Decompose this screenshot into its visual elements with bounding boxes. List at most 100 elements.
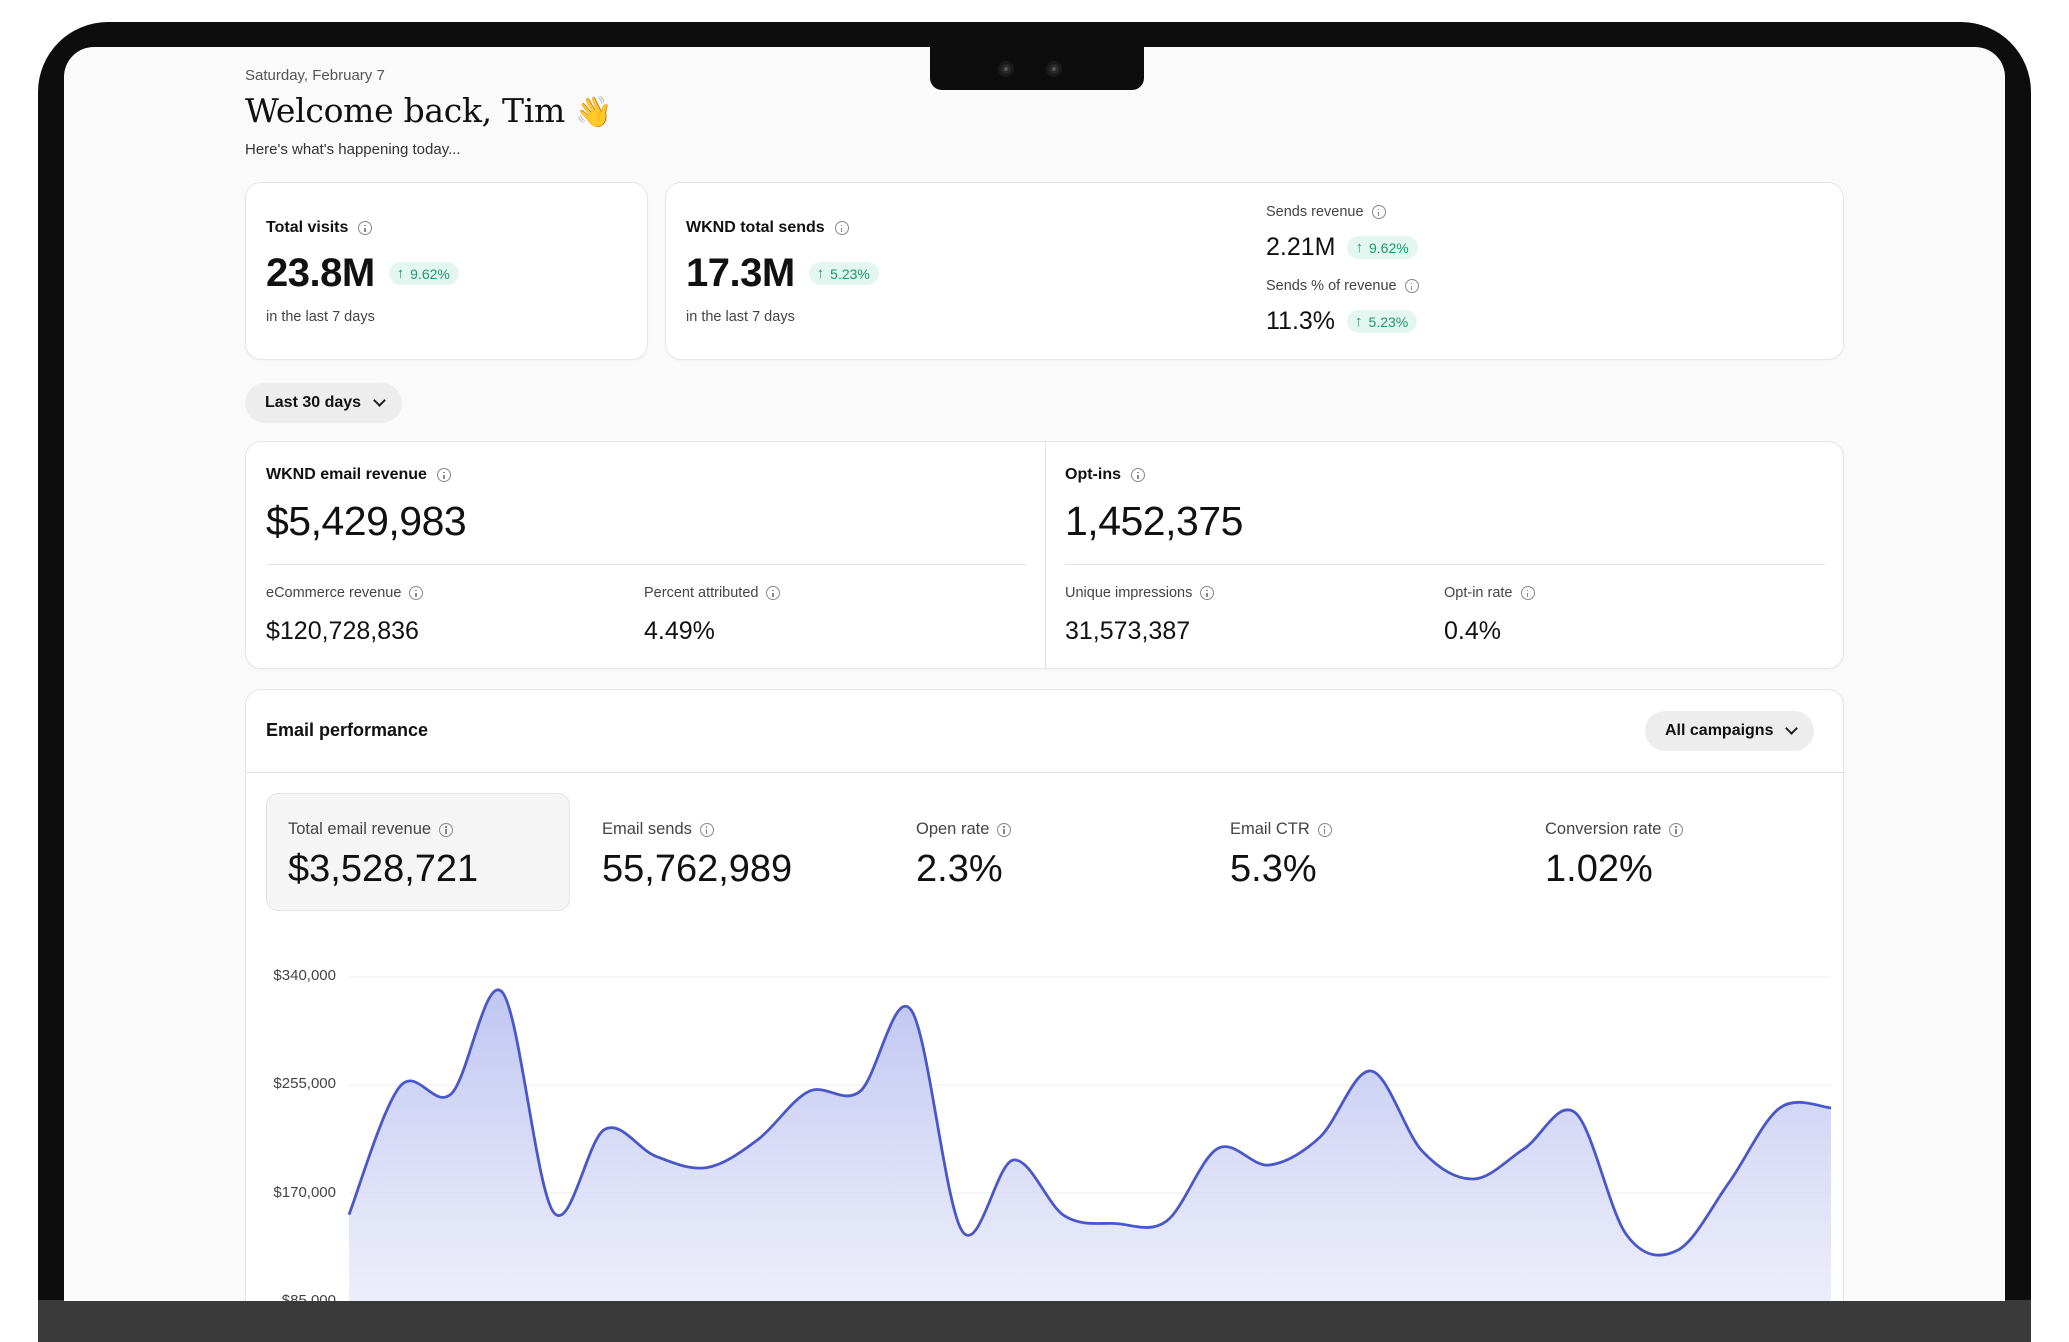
y-tick-label: $255,000 [273, 1075, 336, 1092]
info-icon[interactable] [1404, 279, 1419, 293]
data-point[interactable] [445, 1088, 457, 1100]
data-point[interactable] [701, 1162, 713, 1174]
y-tick-label: $340,000 [273, 967, 336, 984]
arrow-up-icon: ↑ [396, 265, 405, 282]
date-range-label: Last 30 days [265, 394, 362, 411]
info-icon[interactable] [997, 822, 1012, 837]
data-point[interactable] [1672, 1244, 1684, 1256]
area-fill [349, 989, 1831, 1301]
campaign-filter-dropdown[interactable]: All campaigns [1645, 711, 1815, 751]
data-point[interactable] [1110, 1217, 1122, 1229]
total-visits-label: Total visits [266, 219, 373, 237]
optin-rate-value: 0.4% [1444, 617, 1501, 645]
data-point[interactable] [496, 986, 508, 998]
unique-impressions-value: 31,573,387 [1065, 617, 1191, 645]
data-point[interactable] [650, 1150, 662, 1162]
sends-pct-value: 11.3% [1266, 307, 1336, 335]
info-icon[interactable] [1371, 205, 1386, 219]
divider [1065, 564, 1825, 565]
email-revenue-label: WKND email revenue [266, 466, 451, 484]
optin-rate-label: Opt-in rate [1444, 585, 1535, 601]
stat-value: 5.3% [1230, 848, 1317, 890]
date-text: Saturday, February 7 [245, 67, 385, 84]
info-icon[interactable] [358, 221, 373, 235]
sends-revenue-label: Sends revenue [1266, 204, 1386, 220]
info-icon[interactable] [436, 468, 451, 482]
stat-value: $3,528,721 [288, 848, 479, 890]
data-point[interactable] [1723, 1177, 1735, 1189]
wknd-sends-caption: in the last 7 days [686, 309, 795, 325]
y-tick-label: $85,000 [281, 1292, 336, 1301]
data-point[interactable] [1007, 1154, 1019, 1166]
data-point[interactable] [1365, 1065, 1377, 1077]
stat-label: Conversion rate [1545, 820, 1684, 839]
optins-label: Opt-ins [1065, 466, 1145, 484]
ecommerce-revenue-label: eCommerce revenue [266, 585, 424, 601]
wave-icon: 👋 [575, 95, 613, 130]
data-point[interactable] [1058, 1210, 1070, 1222]
sends-revenue-value: 2.21M [1266, 233, 1336, 261]
card-divider [1045, 442, 1046, 670]
data-point[interactable] [343, 1209, 355, 1221]
arrow-up-icon: ↑ [1355, 239, 1363, 256]
arrow-up-icon: ↑ [1355, 313, 1363, 330]
data-point[interactable] [905, 1004, 917, 1016]
data-point[interactable] [752, 1134, 764, 1146]
data-point[interactable] [956, 1225, 968, 1237]
stat-total-email-revenue[interactable] [266, 793, 570, 911]
info-icon[interactable] [699, 822, 714, 837]
data-point[interactable] [854, 1085, 866, 1097]
total-visits-card: Total visits 23.8M ↑ 9.62% in the last 7… [245, 182, 648, 360]
info-icon[interactable] [409, 586, 424, 600]
sends-pct-change-badge: ↑ 5.23% [1347, 310, 1418, 333]
info-icon[interactable] [1200, 586, 1215, 600]
percent-attributed-label: Percent attributed [644, 585, 781, 601]
data-point[interactable] [1621, 1229, 1633, 1241]
welcome-text: Welcome back, Tim [245, 91, 565, 130]
email-performance-card: Email performance All campaigns Total em… [245, 689, 1845, 1301]
divider [246, 772, 1845, 773]
data-point[interactable] [394, 1080, 406, 1092]
data-point[interactable] [803, 1085, 815, 1097]
info-icon[interactable] [766, 586, 781, 600]
data-point[interactable] [1467, 1173, 1479, 1185]
wknd-sends-label: WKND total sends [686, 219, 849, 237]
revenue-optins-card: WKND email revenue $5,429,983 eCommerce … [245, 441, 1844, 670]
info-icon[interactable] [834, 221, 849, 235]
page-title: Welcome back, Tim 👋 [245, 91, 613, 130]
camera-icon [998, 61, 1014, 77]
data-point[interactable] [1518, 1143, 1530, 1155]
unique-impressions-label: Unique impressions [1065, 585, 1215, 601]
data-point[interactable] [599, 1123, 611, 1135]
data-point[interactable] [1212, 1143, 1224, 1155]
total-visits-change-badge: ↑ 9.62% [388, 262, 459, 285]
arrow-up-icon: ↑ [816, 265, 825, 282]
date-range-dropdown[interactable]: Last 30 days [245, 383, 403, 423]
laptop-base [38, 1300, 2031, 1342]
chevron-down-icon [373, 394, 386, 407]
revenue-area-chart[interactable] [246, 690, 1845, 1301]
page-subtitle: Here's what's happening today... [245, 141, 461, 158]
data-point[interactable] [1314, 1131, 1326, 1143]
info-icon[interactable] [439, 822, 454, 837]
ecommerce-revenue-value: $120,728,836 [266, 617, 419, 645]
wknd-sends-value: 17.3M [686, 251, 795, 295]
screen: Saturday, February 7 Welcome back, Tim 👋… [64, 47, 2005, 1301]
sends-revenue-change-badge: ↑ 9.62% [1347, 236, 1418, 259]
data-point[interactable] [1416, 1145, 1428, 1157]
data-point[interactable] [1161, 1215, 1173, 1227]
data-point[interactable] [1825, 1102, 1837, 1114]
data-point[interactable] [1263, 1159, 1275, 1171]
info-icon[interactable] [1317, 822, 1332, 837]
info-icon[interactable] [1520, 586, 1535, 600]
email-revenue-value: $5,429,983 [266, 498, 467, 544]
stat-label: Open rate [916, 820, 1012, 839]
info-icon[interactable] [1131, 468, 1145, 482]
sensor-icon [1046, 61, 1062, 77]
sends-pct-label: Sends % of revenue [1266, 278, 1419, 294]
data-point[interactable] [1569, 1107, 1581, 1119]
series-line [347, 988, 1832, 1257]
data-point[interactable] [547, 1206, 559, 1218]
info-icon[interactable] [1669, 822, 1684, 837]
data-point[interactable] [1774, 1102, 1786, 1114]
